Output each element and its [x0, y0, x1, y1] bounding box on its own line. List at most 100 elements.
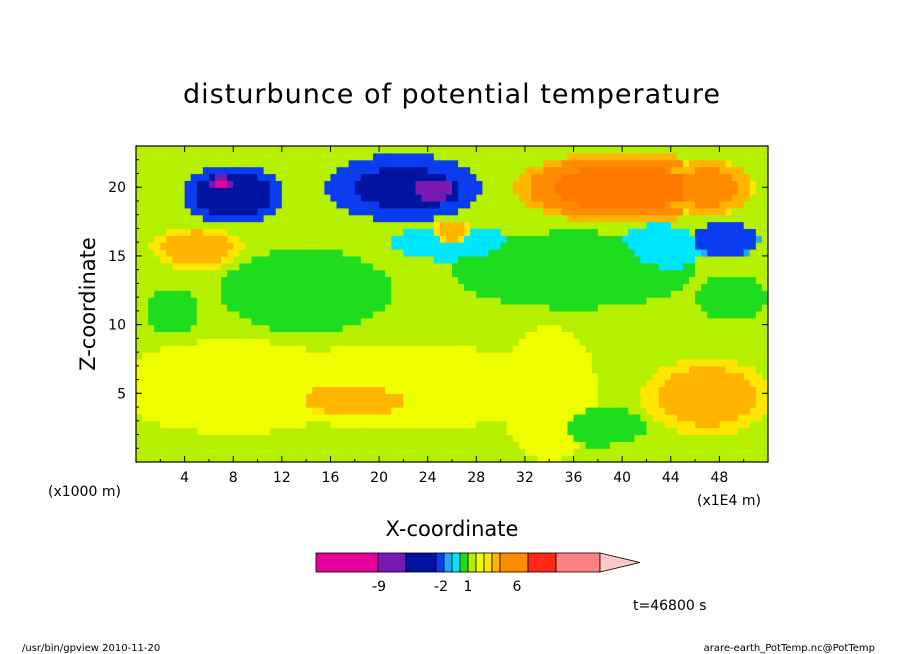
field-cell — [622, 324, 629, 333]
field-cell — [385, 400, 392, 408]
field-cell — [664, 262, 672, 271]
field-cell — [755, 255, 763, 264]
field-cell — [591, 441, 599, 449]
field-cell — [379, 413, 386, 422]
field-cell — [142, 400, 149, 408]
field-cell — [713, 352, 720, 360]
field-cell — [701, 310, 708, 319]
field-cell — [324, 427, 332, 436]
field-cell — [202, 262, 210, 271]
field-cell — [524, 242, 532, 250]
field-cell — [354, 413, 362, 422]
field-cell — [628, 276, 635, 284]
field-cell — [142, 310, 149, 319]
field-cell — [445, 455, 453, 462]
field-cell — [281, 194, 289, 202]
field-cell — [160, 317, 167, 326]
field-cell — [415, 400, 423, 408]
field-cell — [227, 434, 234, 442]
field-cell — [269, 173, 277, 181]
field-cell — [385, 249, 392, 257]
field-cell — [342, 352, 350, 360]
field-cell — [275, 207, 283, 216]
field-cell — [379, 269, 386, 278]
field-cell — [476, 386, 483, 394]
field-cell — [294, 242, 301, 250]
field-cell — [330, 448, 338, 456]
field-cell — [166, 187, 174, 195]
field-cell — [312, 146, 319, 154]
field-cell — [178, 283, 186, 291]
field-cell — [215, 338, 222, 346]
field-cell — [300, 420, 307, 429]
field-cell — [494, 180, 502, 188]
field-cell — [531, 187, 538, 195]
field-cell — [172, 207, 180, 216]
field-cell — [476, 180, 483, 188]
field-cell — [208, 235, 216, 243]
field-cell — [494, 200, 502, 209]
field-cell — [749, 146, 757, 154]
field-cell — [397, 166, 404, 175]
field-cell — [452, 434, 459, 442]
field-cell — [239, 317, 246, 326]
field-cell — [342, 331, 350, 339]
field-cell — [312, 187, 319, 195]
field-cell — [561, 393, 569, 401]
field-cell — [148, 152, 155, 161]
field-cell — [658, 413, 666, 422]
field-cell — [670, 310, 678, 319]
field-cell — [379, 386, 386, 394]
field-cell — [488, 166, 496, 175]
field-cell — [215, 200, 222, 209]
field-cell — [433, 448, 441, 456]
field-cell — [622, 194, 629, 202]
field-cell — [172, 400, 180, 408]
field-cell — [172, 187, 180, 195]
field-cell — [610, 420, 617, 429]
field-cell — [306, 317, 313, 326]
field-cell — [251, 352, 259, 360]
field-cell — [725, 152, 733, 161]
field-cell — [421, 255, 429, 264]
field-cell — [719, 379, 727, 388]
field-cell — [166, 441, 174, 449]
field-cell — [433, 434, 441, 442]
field-cell — [342, 194, 350, 202]
field-cell — [172, 290, 180, 298]
field-cell — [597, 242, 605, 250]
field-cell — [676, 379, 684, 388]
field-cell — [476, 324, 483, 333]
field-cell — [330, 304, 338, 312]
field-cell — [652, 146, 660, 154]
field-cell — [324, 187, 332, 195]
field-cell — [664, 365, 672, 374]
field-cell — [336, 269, 344, 278]
field-cell — [628, 207, 635, 216]
field-cell — [555, 310, 562, 319]
field-cell — [616, 358, 623, 367]
field-cell — [142, 379, 149, 388]
field-cell — [616, 269, 623, 278]
field-cell — [324, 413, 332, 422]
field-cell — [336, 207, 344, 216]
field-cell — [415, 269, 423, 278]
field-cell — [184, 166, 192, 175]
field-cell — [749, 338, 757, 346]
field-cell — [300, 455, 307, 462]
field-cell — [506, 173, 514, 181]
field-cell — [391, 455, 398, 462]
field-cell — [300, 152, 307, 161]
field-cell — [403, 228, 411, 236]
field-cell — [366, 427, 374, 436]
field-cell — [360, 448, 368, 456]
field-cell — [567, 420, 575, 429]
field-cell — [701, 152, 708, 161]
field-cell — [433, 352, 441, 360]
field-cell — [549, 372, 556, 381]
field-cell — [409, 338, 417, 346]
field-cell — [445, 400, 453, 408]
field-cell — [682, 345, 690, 353]
field-cell — [476, 269, 483, 278]
field-cell — [500, 448, 508, 456]
